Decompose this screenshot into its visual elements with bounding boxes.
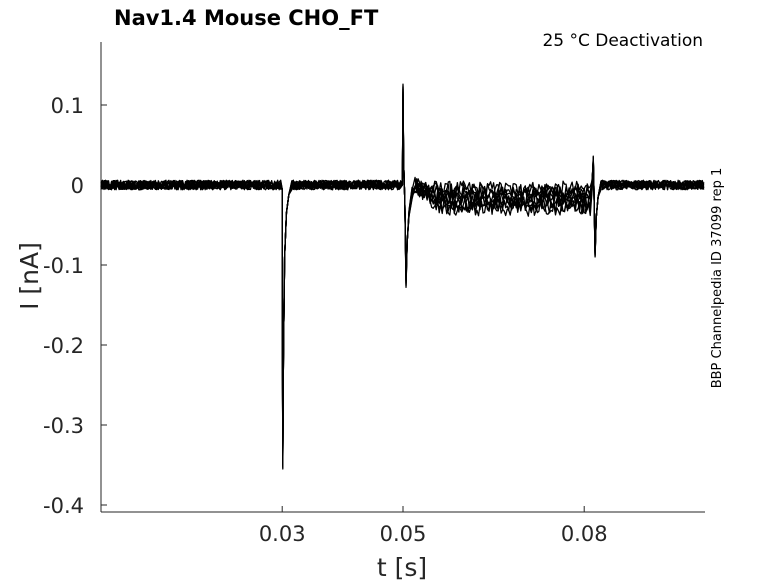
x-tick-label: 0.08 bbox=[561, 522, 608, 546]
y-tick-label: 0 bbox=[71, 174, 84, 198]
y-tick-label: 0.1 bbox=[51, 94, 84, 118]
x-tick-label: 0.03 bbox=[259, 522, 306, 546]
chart-title: Nav1.4 Mouse CHO_FT bbox=[114, 6, 379, 30]
y-tick-label: -0.2 bbox=[43, 334, 84, 358]
trace-line bbox=[100, 83, 705, 457]
axes: 0.1 0 -0.1 -0.2 -0.3 -0.4 0.03 0.05 0.08 bbox=[43, 42, 705, 546]
x-tick-label: 0.05 bbox=[380, 522, 427, 546]
traces bbox=[100, 83, 705, 470]
side-label: BBP Channelpedia ID 37099 rep 1 bbox=[710, 168, 725, 389]
y-axis-label: I [nA] bbox=[15, 242, 44, 310]
y-tick-label: -0.3 bbox=[43, 414, 84, 438]
trace-line bbox=[100, 85, 705, 459]
x-axis-label: t [s] bbox=[377, 553, 427, 582]
y-tick-label: -0.4 bbox=[43, 494, 84, 518]
chart-subtitle: 25 °C Deactivation bbox=[542, 31, 703, 51]
y-tick-label: -0.1 bbox=[43, 254, 84, 278]
